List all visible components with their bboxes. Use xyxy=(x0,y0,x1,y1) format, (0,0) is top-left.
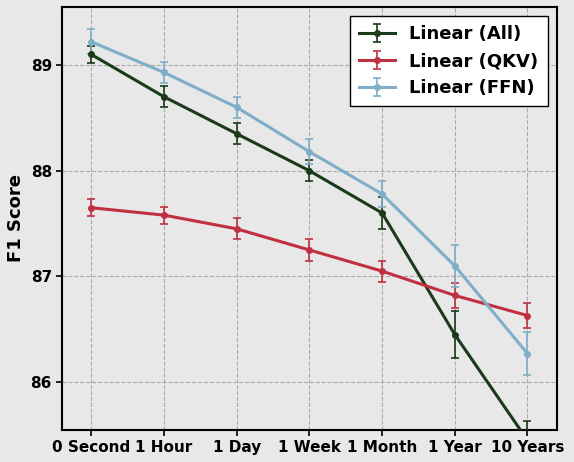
Legend: Linear (All), Linear (QKV), Linear (FFN): Linear (All), Linear (QKV), Linear (FFN) xyxy=(350,16,548,106)
Y-axis label: F1 Score: F1 Score xyxy=(7,174,25,262)
